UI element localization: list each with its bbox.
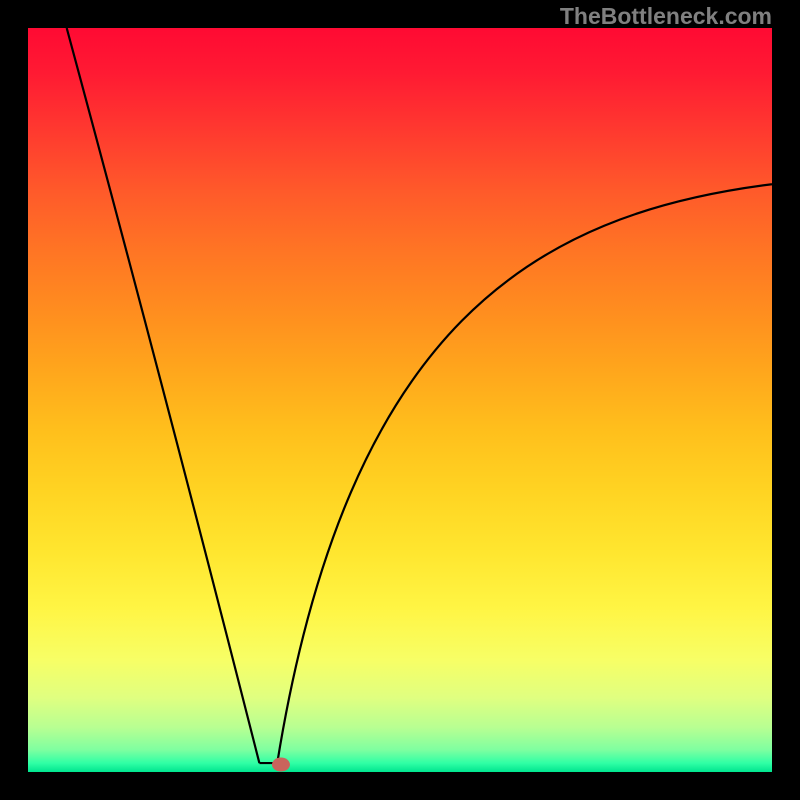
plot-area — [28, 28, 772, 772]
bottleneck-curve — [28, 28, 772, 772]
curve-left-branch — [67, 28, 260, 763]
optimum-marker — [272, 758, 290, 772]
watermark-text: TheBottleneck.com — [560, 3, 772, 30]
curve-right-branch — [277, 184, 772, 763]
